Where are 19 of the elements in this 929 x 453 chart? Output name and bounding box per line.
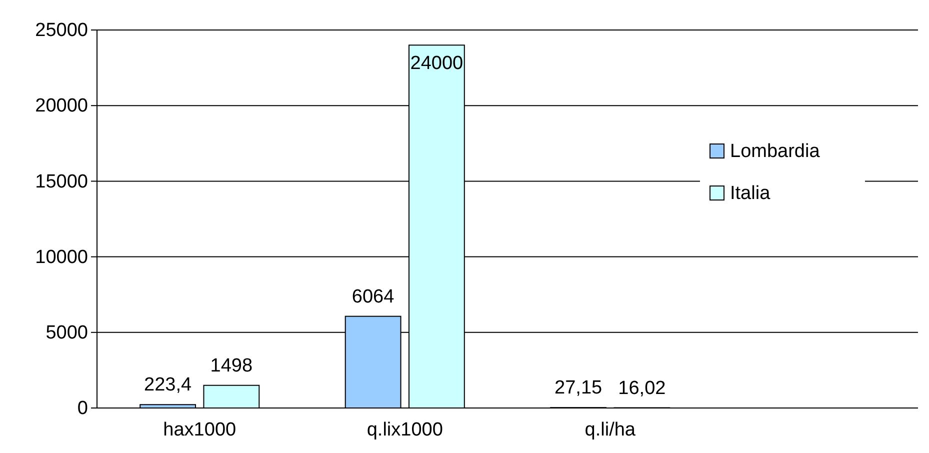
legend-label: Italia: [730, 183, 771, 204]
data-label: 1498: [210, 355, 253, 376]
data-label: 24000: [410, 53, 464, 74]
data-label: 16,02: [618, 378, 666, 399]
data-label: 223,4: [144, 374, 192, 396]
x-tick-label: q.li/ha: [584, 419, 636, 440]
data-label: 27,15: [554, 378, 602, 399]
data-label: 6064: [352, 286, 395, 308]
y-tick-label: 0: [77, 398, 88, 420]
y-tick-label: 5000: [46, 322, 88, 344]
bar: [203, 384, 260, 408]
y-tick-label: 15000: [35, 171, 88, 192]
x-tick-label: q.lix1000: [366, 419, 443, 440]
x-tick-label: hax1000: [163, 419, 236, 440]
legend-label: Lombardia: [730, 141, 820, 162]
y-tick-label: 10000: [35, 246, 88, 268]
y-tick-label: 20000: [35, 96, 88, 117]
y-tick-label: 25000: [35, 20, 88, 42]
bar: [140, 404, 196, 408]
